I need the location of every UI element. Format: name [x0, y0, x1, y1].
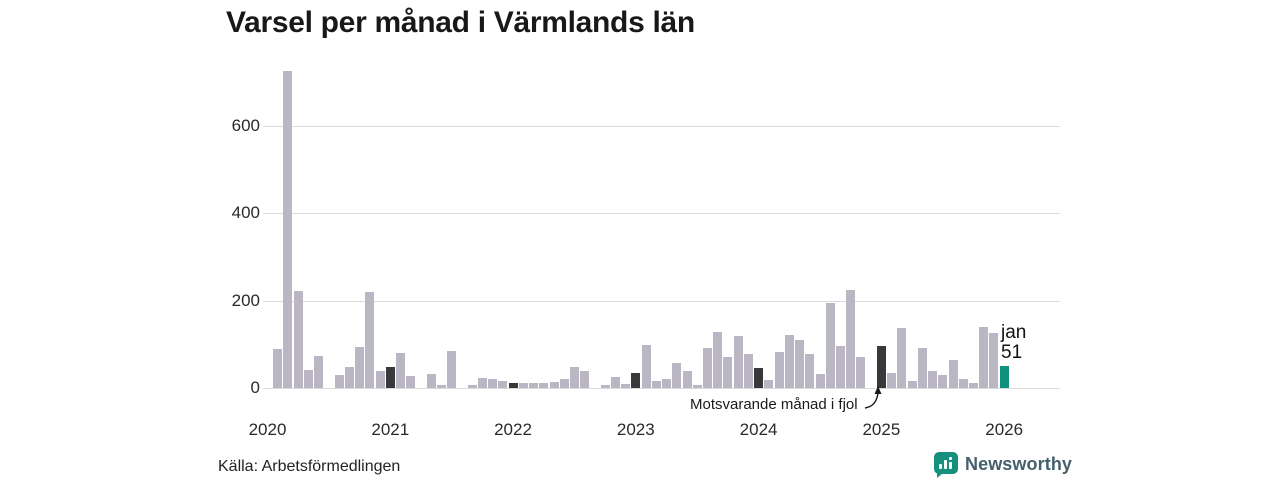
bar-2023-10 [723, 356, 733, 388]
bar-2021-07 [447, 351, 457, 389]
bar-2022-08 [580, 370, 590, 388]
bar-2021-10 [477, 378, 487, 388]
bar-2024-05 [795, 339, 804, 388]
bar-2024-10 [846, 289, 856, 388]
logo-bar-icon [949, 462, 952, 469]
bar-2025-04 [907, 380, 917, 388]
bar-2025-06 [928, 370, 937, 388]
newsworthy-logo-icon [934, 452, 958, 478]
bar-2026-01 [999, 365, 1009, 388]
bar-2022-01 [508, 382, 518, 389]
bar-2023-12 [743, 353, 753, 388]
bar-2023-09 [713, 332, 723, 388]
bar-2022-02 [518, 383, 528, 388]
bar-2024-04 [784, 334, 794, 388]
x-axis-tick-2020: 2020 [248, 420, 287, 439]
bar-2021-01 [385, 367, 395, 388]
annotation-arrow-icon [864, 386, 882, 409]
bar-2025-12 [989, 332, 999, 388]
bar-2020-03 [283, 71, 293, 389]
y-axis-tick-200: 200 [231, 290, 260, 310]
bar-2025-03 [897, 328, 907, 388]
bar-2023-03 [651, 381, 661, 388]
bar-2021-03 [406, 375, 416, 389]
bar-2023-07 [692, 385, 702, 388]
bar-2024-08 [825, 303, 835, 388]
gridline-600 [263, 125, 1060, 127]
bar-2022-04 [539, 382, 549, 389]
x-axis-tick-2023: 2023 [616, 420, 655, 439]
bar-2022-10 [600, 384, 610, 388]
bar-2025-01 [876, 345, 886, 388]
bar-2022-12 [621, 384, 631, 388]
bar-2025-02 [887, 372, 897, 388]
bar-2020-12 [375, 371, 385, 388]
bar-2020-10 [355, 347, 365, 388]
bar-2023-02 [641, 344, 651, 388]
bar-2020-09 [344, 367, 354, 388]
bar-2025-09 [958, 379, 968, 389]
bar-2023-05 [672, 363, 682, 388]
bar-2024-02 [764, 379, 774, 388]
logo-bar-icon [944, 460, 947, 469]
latest-value-label: jan 51 [1001, 323, 1026, 363]
bar-2024-11 [856, 357, 866, 388]
bar-2020-04 [293, 290, 303, 388]
bar-2021-11 [488, 379, 498, 389]
bar-2025-08 [948, 360, 958, 388]
x-axis-tick-2026: 2026 [985, 420, 1024, 439]
bar-2020-11 [365, 291, 375, 389]
annotation-same-month-last-year: Motsvarande månad i fjol [690, 396, 858, 413]
bar-2023-08 [702, 348, 712, 388]
bar-2021-09 [467, 385, 477, 388]
bar-2025-11 [979, 327, 989, 388]
bar-2024-03 [774, 351, 784, 388]
gridline-200 [263, 300, 1060, 302]
x-axis-tick-2022: 2022 [494, 420, 532, 439]
bar-2022-11 [610, 376, 620, 388]
newsworthy-branding: Newsworthy [934, 451, 1072, 479]
bar-2023-01 [631, 373, 641, 388]
x-axis-tick-2024: 2024 [739, 420, 778, 439]
bar-2022-06 [559, 379, 569, 389]
gridline-0 [263, 388, 1060, 389]
bar-2020-08 [334, 374, 344, 388]
bar-2024-09 [836, 345, 845, 388]
bar-2020-05 [303, 370, 313, 388]
x-axis-tick-2021: 2021 [371, 420, 410, 439]
bar-2025-05 [917, 348, 927, 388]
bar-2021-12 [498, 381, 508, 388]
latest-month-label: jan [1001, 322, 1027, 343]
bar-2025-07 [938, 374, 948, 388]
y-axis-tick-0: 0 [250, 378, 260, 397]
latest-value: 51 [1001, 342, 1023, 363]
bar-2023-11 [733, 335, 743, 388]
y-axis-tick-600: 600 [231, 115, 260, 135]
logo-exclamation-dot-icon [949, 457, 952, 460]
bar-2023-06 [682, 371, 692, 388]
source-caption: Källa: Arbetsförmedlingen [218, 458, 401, 475]
newsworthy-wordmark: Newsworthy [965, 454, 1073, 474]
y-axis-tick-400: 400 [231, 203, 260, 222]
bar-2023-04 [662, 378, 671, 388]
bar-2021-05 [426, 373, 436, 388]
bar-2025-10 [969, 382, 978, 389]
bar-2020-06 [314, 355, 324, 388]
bar-2024-06 [805, 353, 815, 388]
gridline-400 [263, 213, 1060, 214]
bar-2022-07 [569, 366, 579, 388]
x-axis-tick-2025: 2025 [862, 420, 901, 439]
bar-2024-07 [815, 374, 825, 388]
bar-2021-02 [396, 352, 405, 388]
bar-2021-06 [436, 384, 446, 388]
bar-2022-05 [549, 381, 559, 388]
bar-2024-01 [754, 368, 764, 388]
bar-2022-03 [529, 383, 538, 388]
bar-2020-02 [273, 348, 283, 388]
chart-title: Varsel per månad i Värmlands län [226, 6, 695, 39]
logo-bar-icon [939, 464, 942, 469]
